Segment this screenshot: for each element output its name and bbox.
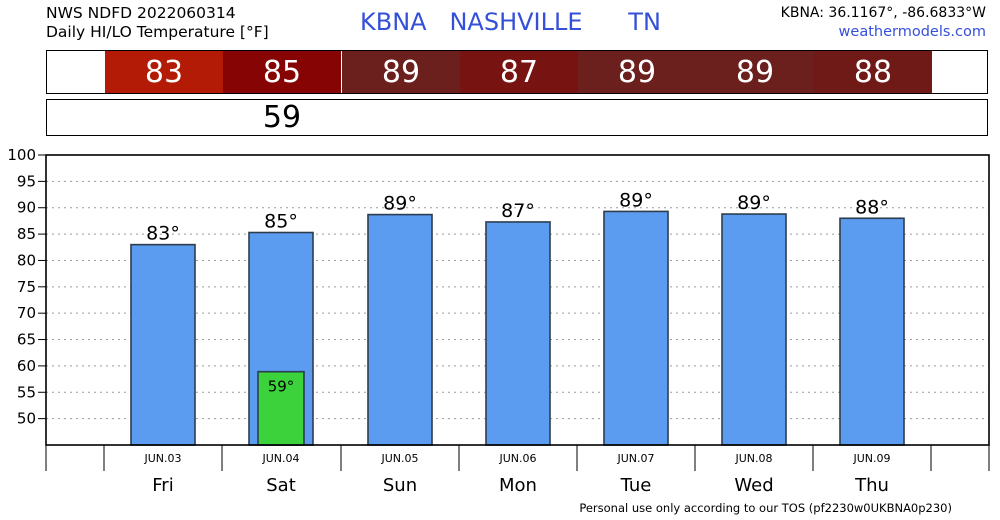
high-temp-bar <box>721 213 787 446</box>
day-label: Wed <box>734 475 773 496</box>
high-temp-data-label: 89° <box>737 192 771 214</box>
high-temp-bar <box>603 210 669 446</box>
day-label: Tue <box>620 475 652 496</box>
y-tick-label: 50 <box>17 410 36 428</box>
date-label: JUN.03 <box>143 452 181 465</box>
high-temp-cell: 85 <box>223 51 341 93</box>
y-tick-label: 100 <box>7 146 36 164</box>
day-label: Fri <box>152 475 173 496</box>
y-tick-label: 75 <box>17 278 36 296</box>
high-temp-cell: 87 <box>460 51 578 93</box>
high-temp-data-label: 89° <box>619 189 653 211</box>
header-right: KBNA: 36.1167°, -86.6833°W weathermodels… <box>781 4 986 42</box>
y-tick-label: 65 <box>17 331 36 349</box>
high-temp-cell: 83 <box>105 51 223 93</box>
model-run-label: NWS NDFD 2022060314 <box>46 4 236 22</box>
date-label: JUN.04 <box>261 452 299 465</box>
header-title: NWS NDFD 2022060314 Daily HI/LO Temperat… <box>46 4 269 42</box>
high-temp-cell: 89 <box>342 51 460 93</box>
y-tick-label: 80 <box>17 251 36 269</box>
day-label: Sun <box>383 475 417 496</box>
product-label: Daily HI/LO Temperature [°F] <box>46 23 269 41</box>
high-temp-cell: 89 <box>578 51 696 93</box>
high-temperature-strip: 83 85 89 87 89 89 88 <box>46 50 988 94</box>
high-temp-cell: 89 <box>696 51 814 93</box>
site-link[interactable]: weathermodels.com <box>838 24 986 40</box>
high-temp-cell: 88 <box>814 51 932 93</box>
low-temp-data-label: 59° <box>268 378 295 396</box>
high-temp-data-label: 87° <box>501 200 535 222</box>
day-label: Sat <box>266 475 296 496</box>
day-label: Thu <box>854 475 889 496</box>
high-temp-data-label: 85° <box>264 211 298 233</box>
y-tick-label: 70 <box>17 304 36 322</box>
coordinates-label: KBNA: 36.1167°, -86.6833°W <box>780 5 986 21</box>
high-temp-data-label: 83° <box>146 223 180 245</box>
y-tick-label: 55 <box>17 383 36 401</box>
low-temp-cell: 59 <box>262 100 302 135</box>
low-temperature-strip: 59 <box>46 99 988 136</box>
high-temp-bar <box>130 243 196 446</box>
high-temp-data-label: 89° <box>383 193 417 215</box>
date-label: JUN.07 <box>616 452 654 465</box>
plot-frame <box>45 154 990 446</box>
date-label: JUN.05 <box>380 452 418 465</box>
station-title: KBNA NASHVILLE TN <box>360 8 661 36</box>
date-label: JUN.06 <box>498 452 536 465</box>
high-temp-bar <box>485 221 551 446</box>
y-tick-label: 90 <box>17 199 36 217</box>
high-temp-bar <box>367 213 433 446</box>
temperature-chart: 50 55 60 65 70 75 80 85 90 95 100 83° 85° 89° 87° 89° 89… <box>7 146 990 496</box>
y-tick-label: 95 <box>17 172 36 190</box>
y-tick-label: 60 <box>17 357 36 375</box>
high-temp-bar <box>839 217 905 446</box>
footer-note: Personal use only according to our TOS (… <box>579 501 952 515</box>
date-label: JUN.08 <box>734 452 772 465</box>
day-label: Mon <box>499 475 537 496</box>
high-temp-data-label: 88° <box>855 196 889 218</box>
date-label: JUN.09 <box>852 452 890 465</box>
y-tick-label: 85 <box>17 225 36 243</box>
